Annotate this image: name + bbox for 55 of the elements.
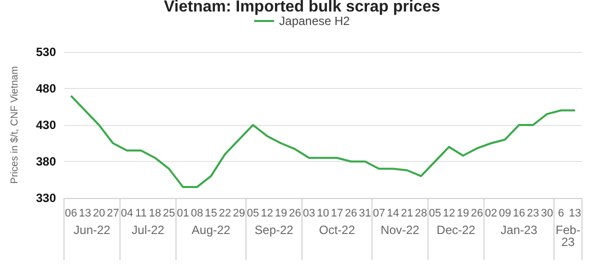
y-tick-label: 330	[36, 191, 56, 205]
x-tick-label: 17	[330, 208, 344, 220]
y-tick-label: 480	[36, 82, 56, 96]
text: Jun-22	[74, 223, 111, 237]
x-tick-label: 12	[442, 208, 456, 220]
chart-title: Vietnam: Imported bulk scrap prices	[164, 0, 440, 16]
x-tick-label: 25	[162, 208, 176, 220]
x-tick-label: 30	[540, 208, 554, 220]
text: Oct-22	[318, 223, 356, 237]
line-series	[70, 94, 576, 188]
x-tick-label: 27	[106, 208, 120, 220]
x-tick-label: 28	[414, 208, 428, 220]
x-tick-label: 26	[470, 208, 484, 220]
x-tick-label: 05	[246, 208, 260, 220]
x-tick-label: 10	[316, 208, 330, 220]
x-tick-label: 15	[204, 208, 218, 220]
x-tick-label: 21	[400, 208, 414, 220]
x-tick-label: 22	[218, 208, 232, 220]
text: Jan-23	[500, 223, 538, 237]
x-tick-label: 19	[456, 208, 470, 220]
x-tick-label: 14	[386, 208, 400, 220]
x-tick-label: 26	[344, 208, 358, 220]
y-tick-label: 380	[36, 154, 56, 168]
y-tick-label: 530	[36, 45, 56, 59]
x-tick-label: 19	[274, 208, 288, 220]
x-tick-label: 31	[358, 208, 372, 220]
x-tick-label: 01	[176, 208, 190, 220]
x-tick-label: 06	[64, 208, 78, 220]
text: Feb- 23	[556, 223, 580, 249]
text: Dec-22	[436, 223, 476, 237]
x-tick-label: 07	[372, 208, 386, 220]
x-tick-label: 6	[558, 208, 564, 220]
x-tick-label: 13	[78, 208, 92, 220]
x-tick-label: 16	[512, 208, 526, 220]
y-axis-title: Prices in $/t, CNF Vietnam	[10, 66, 20, 184]
x-tick-label: 18	[148, 208, 162, 220]
x-tick-label: 13	[568, 208, 582, 220]
x-tick-label: 09	[498, 208, 512, 220]
text: Nov-22	[380, 223, 420, 237]
x-tick-label: 02	[484, 208, 498, 220]
x-tick-label: 05	[428, 208, 442, 220]
text: Sep-22	[254, 223, 294, 237]
x-tick-label: 12	[260, 208, 274, 220]
x-tick-label: 23	[526, 208, 540, 220]
x-tick-label: 04	[120, 208, 134, 220]
x-tick-label: 29	[232, 208, 246, 220]
x-tick-label: 11	[135, 208, 147, 220]
x-tick-label: 03	[302, 208, 316, 220]
legend-label: Japanese H2	[279, 14, 350, 28]
x-tick-label: 26	[288, 208, 302, 220]
y-tick-label: 430	[36, 118, 56, 132]
text: Jul-22	[132, 223, 165, 237]
text: Aug-22	[192, 223, 231, 237]
x-tick-label: 08	[190, 208, 204, 220]
x-tick-label: 20	[92, 208, 106, 220]
